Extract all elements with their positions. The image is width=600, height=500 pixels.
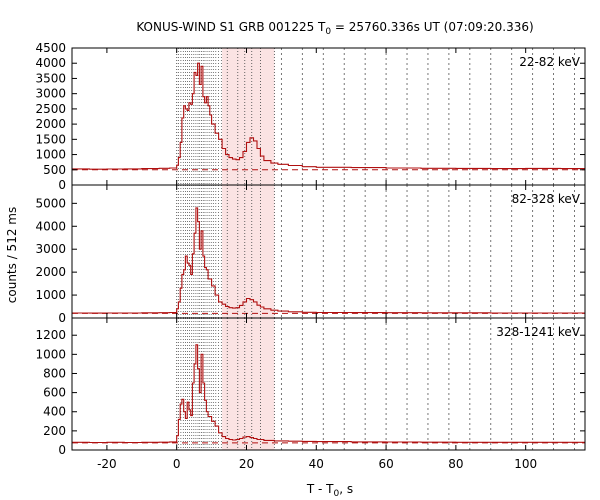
x-tick-label: 80 bbox=[448, 457, 463, 471]
light-curve-series bbox=[72, 62, 585, 170]
y-tick-label: 1200 bbox=[35, 328, 66, 342]
x-axis-label-subscript: 0 bbox=[334, 489, 340, 499]
energy-band-label: 82-328 keV bbox=[512, 192, 581, 206]
panel-2: 0 1000 2000 3000 4000 5000 82-328 keV bbox=[35, 184, 586, 325]
light-curve-series bbox=[72, 344, 585, 444]
panel-frame bbox=[71, 47, 586, 186]
y-tick-label: 5000 bbox=[35, 196, 66, 210]
y-tick-label: 2000 bbox=[35, 117, 66, 131]
shaded-interval bbox=[222, 318, 275, 450]
panel-frame bbox=[71, 184, 586, 319]
chart-title: KONUS-WIND S1 GRB 001225 T0 = 25760.336s… bbox=[136, 20, 533, 37]
x-axis-label-main: T - T bbox=[306, 482, 334, 496]
x-tick-label: 100 bbox=[514, 457, 537, 471]
y-tick-label: 800 bbox=[43, 366, 66, 380]
y-tick-label: 1000 bbox=[35, 347, 66, 361]
y-tick-label: 0 bbox=[58, 178, 66, 192]
y-tick-label: 1000 bbox=[35, 148, 66, 162]
y-axis-label: counts / 512 ms bbox=[5, 207, 19, 303]
y-tick-label: 3000 bbox=[35, 87, 66, 101]
chart-title-main: KONUS-WIND S1 GRB 001225 T bbox=[136, 20, 326, 34]
y-tick-label: 1000 bbox=[35, 288, 66, 302]
y-tick-label: 4500 bbox=[35, 41, 66, 55]
energy-band-label: 22-82 keV bbox=[519, 55, 581, 69]
panel-3: 0 200 400 600 800 1000 1200 328-1241 keV bbox=[35, 317, 586, 457]
panel-frame bbox=[71, 317, 586, 451]
y-tick-label: 4000 bbox=[35, 219, 66, 233]
x-tick-label: 20 bbox=[239, 457, 254, 471]
x-axis-label-rest: , s bbox=[339, 482, 353, 496]
y-tick-label: 200 bbox=[43, 424, 66, 438]
y-tick-label: 600 bbox=[43, 386, 66, 400]
y-tick-label: 0 bbox=[58, 311, 66, 325]
light-curve-series bbox=[72, 207, 585, 314]
shaded-interval bbox=[222, 185, 275, 318]
x-tick-label: 60 bbox=[378, 457, 393, 471]
y-tick-label: 2000 bbox=[35, 265, 66, 279]
x-axis-label: T - T0, s bbox=[306, 482, 353, 499]
chart-title-subscript: 0 bbox=[325, 27, 331, 37]
y-tick-label: 500 bbox=[43, 163, 66, 177]
x-tick-label: 0 bbox=[173, 457, 181, 471]
y-tick-label: 0 bbox=[58, 443, 66, 457]
y-tick-label: 2500 bbox=[35, 102, 66, 116]
y-tick-label: 3500 bbox=[35, 71, 66, 85]
y-tick-label: 3000 bbox=[35, 242, 66, 256]
x-tick-label: -20 bbox=[97, 457, 117, 471]
panels-group: 05001000150020002500300035004000450022-8… bbox=[35, 41, 586, 471]
shaded-interval bbox=[222, 48, 275, 185]
y-tick-label: 4000 bbox=[35, 56, 66, 70]
y-tick-label: 1500 bbox=[35, 132, 66, 146]
y-tick-label: 400 bbox=[43, 405, 66, 419]
energy-band-label: 328-1241 keV bbox=[496, 325, 580, 339]
chart-title-rest: = 25760.336s UT (07:09:20.336) bbox=[331, 20, 534, 34]
x-tick-label: 40 bbox=[309, 457, 324, 471]
